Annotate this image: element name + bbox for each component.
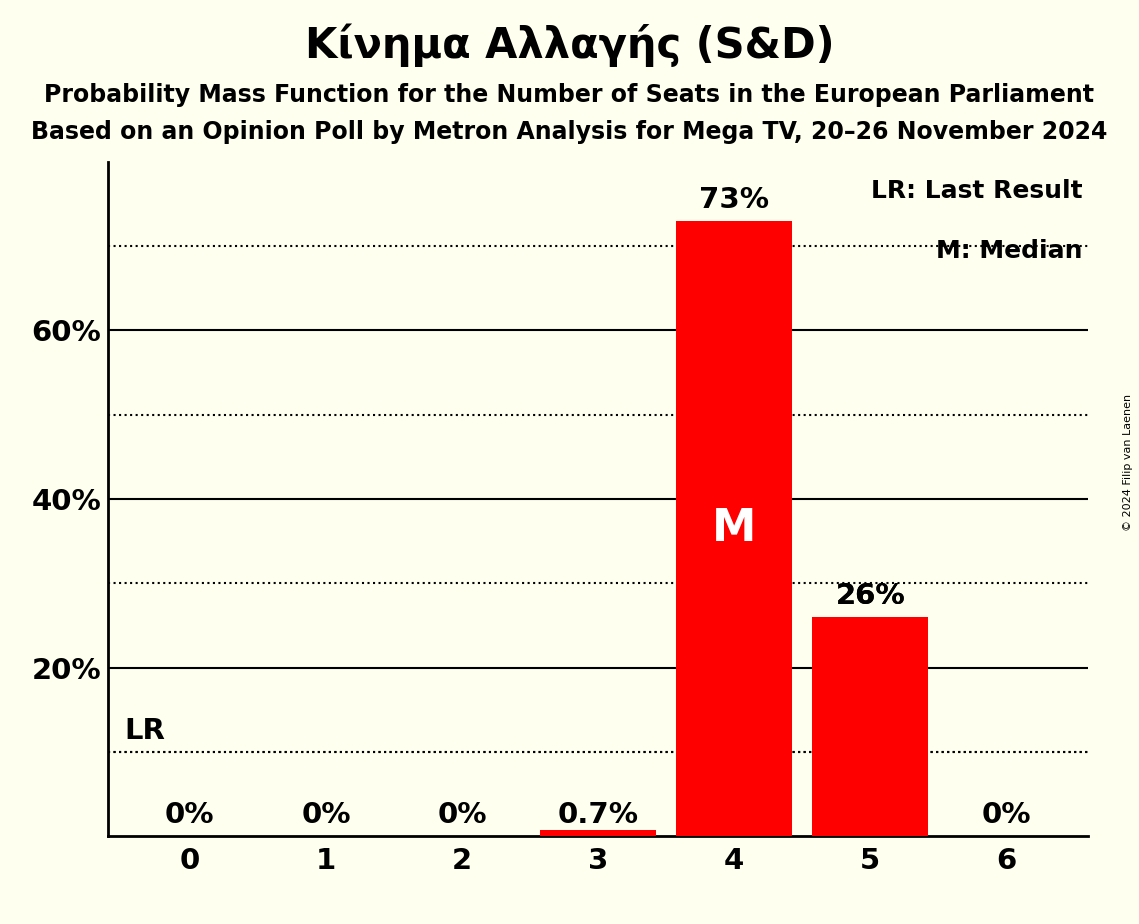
Text: 0.7%: 0.7% (557, 801, 639, 830)
Text: 0%: 0% (301, 801, 351, 830)
Text: 26%: 26% (835, 582, 904, 610)
Bar (540, 831, 656, 836)
Text: Based on an Opinion Poll by Metron Analysis for Mega TV, 20–26 November 2024: Based on an Opinion Poll by Metron Analy… (31, 120, 1108, 144)
Bar (677, 221, 792, 836)
Text: Κίνημα Αλλαγής (S&D): Κίνημα Αλλαγής (S&D) (305, 23, 834, 67)
Text: 0%: 0% (982, 801, 1031, 830)
Text: LR: Last Result: LR: Last Result (871, 178, 1083, 202)
Bar (812, 617, 928, 836)
Text: M: M (712, 507, 756, 550)
Text: © 2024 Filip van Laenen: © 2024 Filip van Laenen (1123, 394, 1133, 530)
Text: 0%: 0% (437, 801, 486, 830)
Text: 0%: 0% (165, 801, 214, 830)
Text: Probability Mass Function for the Number of Seats in the European Parliament: Probability Mass Function for the Number… (44, 83, 1095, 107)
Text: 26%: 26% (835, 582, 904, 610)
Text: M: Median: M: Median (936, 239, 1083, 263)
Text: 73%: 73% (699, 186, 769, 214)
Text: LR: LR (124, 717, 165, 745)
